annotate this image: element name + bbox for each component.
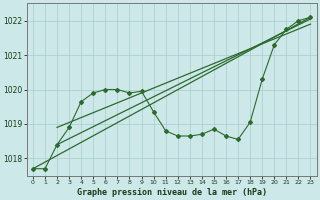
X-axis label: Graphe pression niveau de la mer (hPa): Graphe pression niveau de la mer (hPa) (77, 188, 267, 197)
